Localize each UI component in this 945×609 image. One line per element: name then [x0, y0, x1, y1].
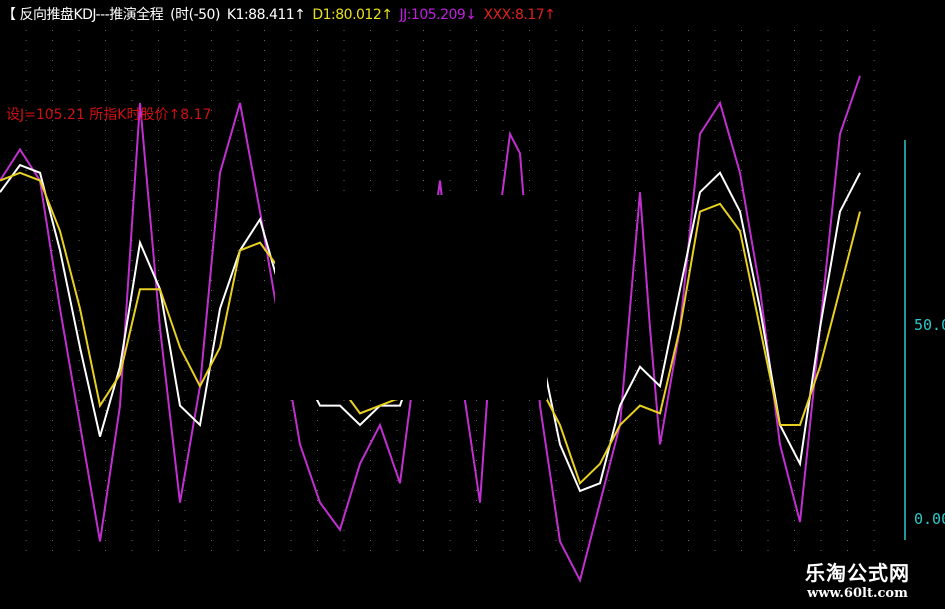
y-tick-50: 50.00: [914, 316, 945, 334]
k1-value: K1:88.411↑: [226, 7, 306, 23]
indicator-header: 【 反向推盘KDJ---推演全程 (时(-50) K1:88.411↑ D1:8…: [2, 4, 558, 24]
y-tick-0: 0.00: [914, 510, 945, 528]
indicator-param: (时(-50): [170, 7, 220, 23]
d1-value: D1:80.012↑: [312, 7, 393, 23]
occluded-region: [275, 195, 547, 400]
watermark: 乐淘公式网 www.60lt.com: [770, 555, 945, 609]
watermark-url: www.60lt.com: [807, 586, 908, 601]
jj-value: JJ:105.209↓: [399, 7, 477, 23]
xxx-value: XXX:8.17↑: [483, 7, 556, 23]
watermark-title: 乐淘公式网: [805, 561, 910, 585]
price-note: 设J=105.21 所指K时股价↑8.17: [6, 107, 212, 123]
indicator-name: 【 反向推盘KDJ---推演全程: [2, 7, 164, 23]
